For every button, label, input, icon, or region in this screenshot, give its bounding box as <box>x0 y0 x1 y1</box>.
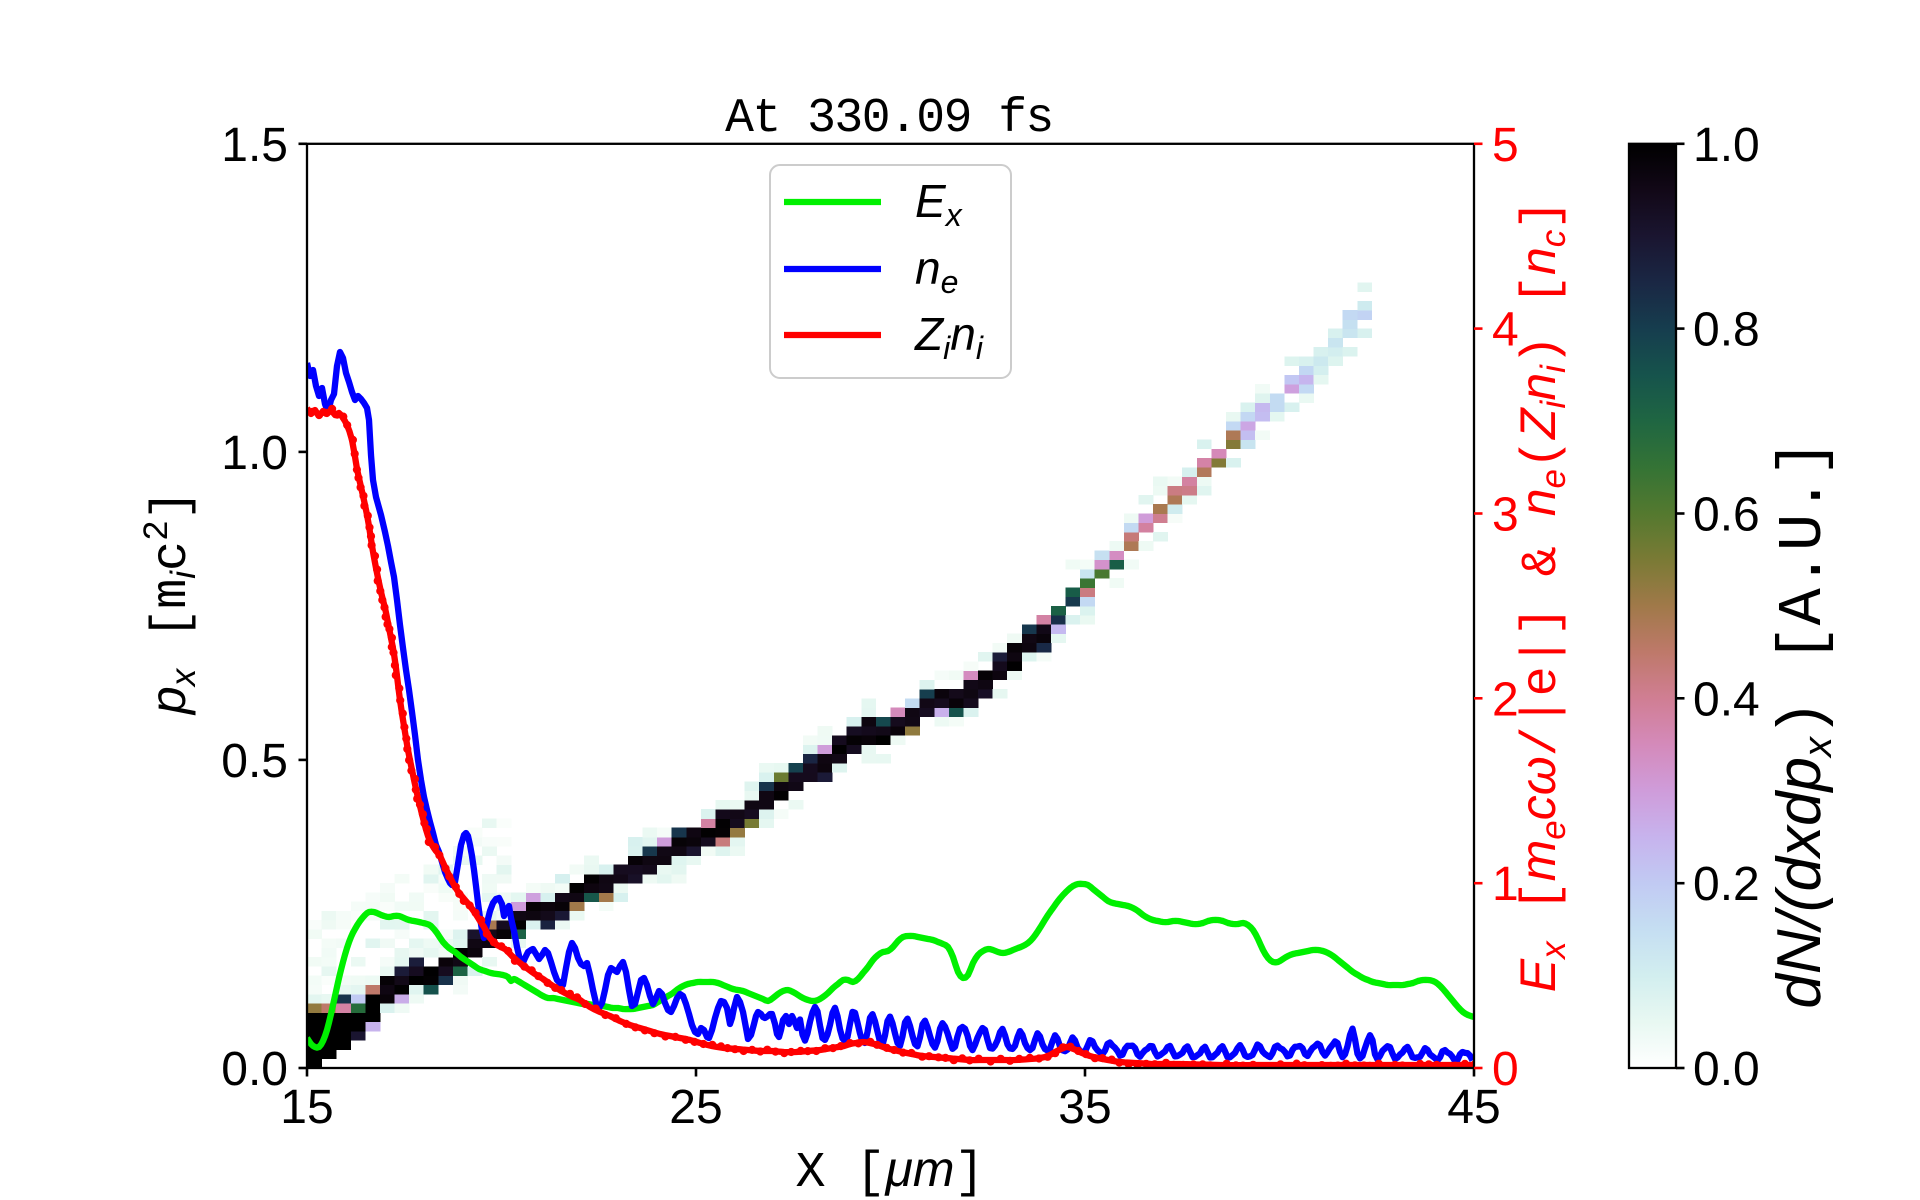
svg-text:5: 5 <box>1492 119 1519 172</box>
svg-text:X [μm]: X [μm] <box>795 1141 984 1200</box>
svg-text:0.0: 0.0 <box>1693 1043 1760 1096</box>
svg-text:1.5: 1.5 <box>221 119 288 172</box>
svg-text:Zini: Zini <box>914 308 984 366</box>
svg-text:35: 35 <box>1058 1081 1111 1134</box>
svg-text:0: 0 <box>1492 1043 1519 1096</box>
svg-text:0.4: 0.4 <box>1693 673 1760 726</box>
svg-text:Ex [mecω/|e|] & ne(Zini) [nc]: Ex [mecω/|e|] & ne(Zini) [nc] <box>1510 200 1573 993</box>
svg-text:0.6: 0.6 <box>1693 489 1760 542</box>
svg-text:0.0: 0.0 <box>221 1043 288 1096</box>
svg-text:dN/(dxdpx) [A.U.]: dN/(dxdpx) [A.U.] <box>1765 439 1840 1008</box>
svg-text:1.0: 1.0 <box>1693 119 1760 172</box>
svg-text:px [mic2]: px [mic2] <box>138 490 203 716</box>
svg-text:0.5: 0.5 <box>221 735 288 788</box>
svg-text:4: 4 <box>1492 304 1519 357</box>
svg-text:25: 25 <box>669 1081 722 1134</box>
svg-text:1.0: 1.0 <box>221 427 288 480</box>
svg-text:2: 2 <box>1492 673 1519 726</box>
svg-text:At 330.09 fs: At 330.09 fs <box>725 92 1053 146</box>
svg-text:3: 3 <box>1492 489 1519 542</box>
svg-text:1: 1 <box>1492 858 1519 911</box>
svg-text:15: 15 <box>280 1081 333 1134</box>
svg-text:45: 45 <box>1447 1081 1500 1134</box>
svg-text:0.8: 0.8 <box>1693 304 1760 357</box>
svg-text:0.2: 0.2 <box>1693 858 1760 911</box>
